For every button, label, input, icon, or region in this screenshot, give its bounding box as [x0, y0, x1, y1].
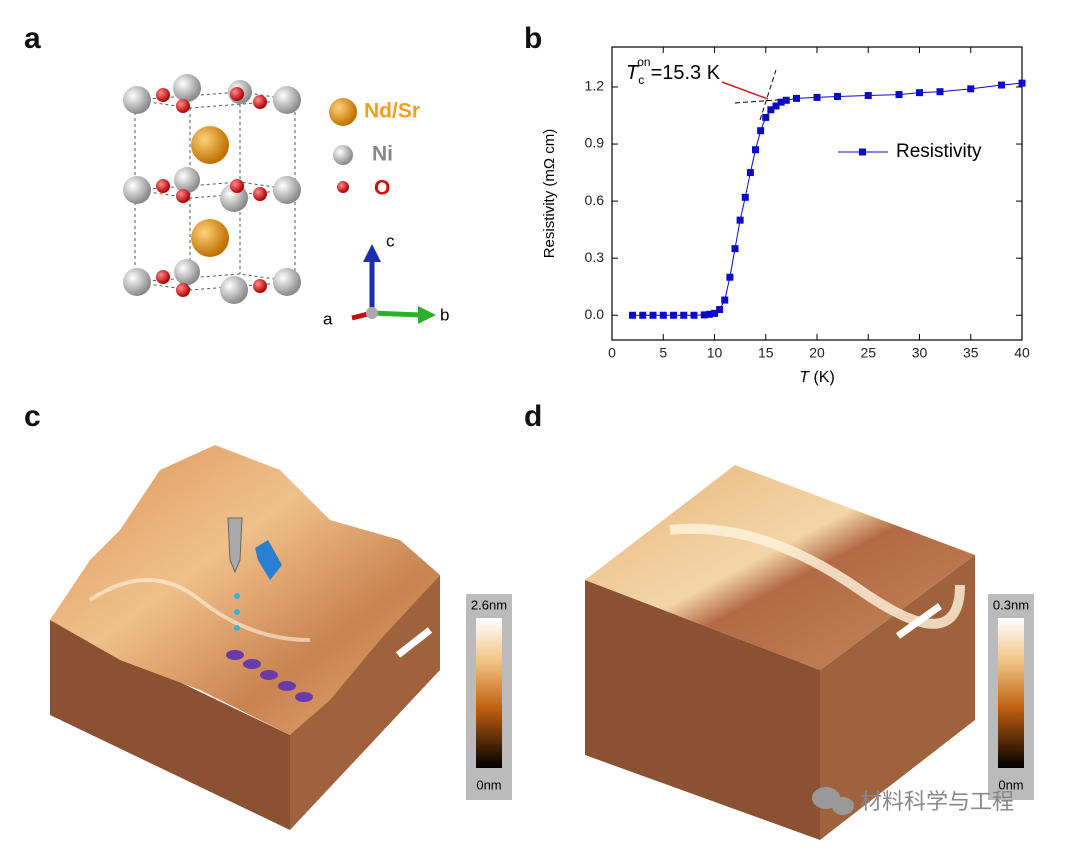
annotation-sub: c [638, 73, 644, 87]
y-tick-label: 0.6 [585, 192, 605, 208]
legend-label: Ni [372, 143, 393, 166]
data-point [782, 96, 790, 104]
data-point [629, 311, 636, 319]
x-tick-label: 30 [912, 345, 928, 361]
axis-label: c [386, 231, 395, 250]
data-point [639, 311, 647, 319]
x-tick-label: 10 [707, 345, 723, 361]
atoms [123, 74, 357, 304]
legend-marker [859, 148, 866, 156]
data-point [700, 311, 708, 319]
annotation-sup: on [637, 55, 650, 69]
data-point [916, 89, 923, 97]
annotation-text: =15.3 K [651, 62, 721, 84]
y-tick-label: 0.0 [585, 306, 605, 322]
data-point [793, 94, 800, 102]
data-point [705, 310, 713, 318]
data-point [1018, 79, 1026, 87]
data-point [690, 311, 698, 319]
data-point [936, 88, 944, 96]
y-tick-label: 0.3 [585, 249, 605, 265]
data-point [726, 273, 734, 281]
scale-label: 0nm [998, 777, 1023, 792]
legend-label: Nd/Sr [364, 100, 420, 123]
resistivity-chart: 0 5 10 15 20 25 30 35 40 0.0 0.3 0.6 0.9 1.2 T (K) Resi… [541, 46, 1030, 386]
data-point [752, 146, 759, 154]
panel-label: d [524, 400, 542, 433]
data-point [649, 311, 657, 319]
data-point [659, 311, 667, 319]
x-tick-label: 0 [608, 345, 616, 361]
scale-label: 0nm [476, 777, 501, 792]
panel-label: c [24, 400, 41, 433]
axes-triad [351, 244, 436, 324]
x-tick-label: 35 [963, 345, 979, 361]
watermark-icon [812, 787, 854, 815]
series-line [632, 82, 1023, 316]
data-point [736, 216, 744, 224]
panel-label: a [24, 22, 41, 55]
legend-label: Resistivity [896, 141, 982, 162]
data-point [716, 306, 724, 314]
afm-image [585, 465, 1034, 840]
data-point [998, 81, 1005, 89]
data-point [670, 311, 677, 319]
data-point [746, 169, 754, 177]
y-tick-label: 0.9 [585, 135, 605, 151]
x-tick-label: 5 [659, 345, 667, 361]
guide-line [734, 98, 791, 104]
axis-label: b [440, 305, 449, 324]
annotation-symbol: T [626, 62, 640, 84]
data-point [680, 311, 688, 319]
panel-label: b [524, 22, 542, 55]
x-axis-label: T (K) [799, 369, 835, 386]
data-point [895, 91, 903, 99]
x-tick-label: 40 [1014, 345, 1030, 361]
data-point [967, 85, 975, 93]
scale-label: 0.3nm [993, 597, 1029, 612]
data-point [834, 92, 841, 100]
y-tick-label: 1.2 [585, 78, 605, 94]
data-point [711, 309, 718, 317]
plot-frame [611, 46, 1023, 341]
data-point [757, 127, 765, 135]
data-point [864, 92, 872, 100]
annotation: Tc on=15.3 K [626, 55, 721, 87]
x-tick-label: 15 [758, 345, 774, 361]
data-point [741, 193, 749, 201]
data-point [813, 93, 821, 101]
data-point [767, 106, 775, 114]
data-point [731, 245, 739, 253]
data-point [721, 296, 729, 304]
arrow [721, 81, 769, 100]
x-tick-label: 25 [860, 345, 876, 361]
x-axis-symbol: T [799, 369, 810, 386]
x-axis-unit: (K) [813, 369, 834, 386]
watermark: 材料科学与工程 [860, 789, 1014, 814]
legend-label: O [374, 177, 390, 200]
data-point [777, 98, 785, 106]
y-axis-label: Resistivity (mΩ cm) [541, 129, 558, 259]
data-point [772, 102, 780, 110]
guide-line [759, 69, 777, 121]
data-point [762, 113, 770, 121]
x-tick-label: 20 [809, 345, 825, 361]
afm-image [50, 445, 512, 830]
axis-label: a [323, 309, 333, 328]
scale-label: 2.6nm [471, 597, 507, 612]
